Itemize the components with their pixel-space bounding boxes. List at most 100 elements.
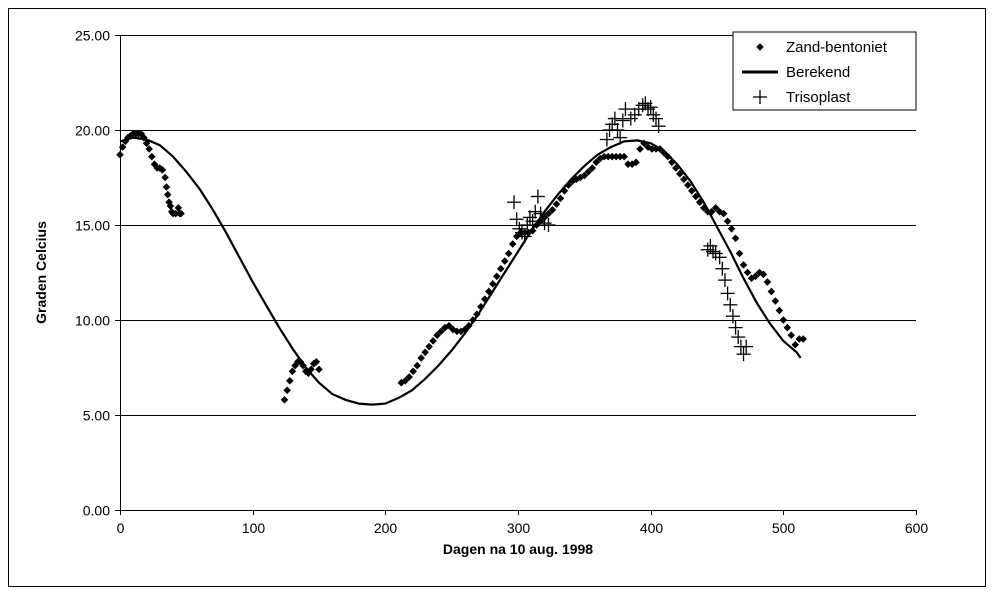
y-tick-label: 15.00 (75, 218, 110, 234)
data-point (280, 396, 289, 404)
data-point (433, 331, 441, 339)
legend-item: Zand-bentoniet (756, 39, 888, 56)
data-point (401, 377, 409, 385)
data-point (779, 316, 788, 324)
data-point (288, 367, 297, 376)
data-point (632, 158, 640, 167)
data-point (174, 204, 183, 212)
data-point (727, 225, 736, 233)
data-point (767, 287, 776, 296)
data-point (735, 249, 744, 258)
data-point (739, 339, 754, 354)
data-point (720, 286, 735, 301)
legend-item: Berekend (742, 64, 850, 81)
data-point (158, 166, 167, 174)
data-point (584, 168, 593, 176)
x-tick-label: 0 (117, 520, 125, 536)
x-axis-title: Dagen na 10 aug. 1998 (443, 541, 593, 557)
data-point (508, 240, 517, 248)
data-point (648, 111, 663, 126)
data-point (500, 257, 509, 265)
data-point (163, 190, 172, 199)
data-point (530, 189, 545, 204)
data-series (116, 96, 807, 406)
data-point (651, 119, 666, 134)
data-point (489, 280, 497, 288)
data-point (708, 246, 723, 261)
y-tick-label: 25.00 (75, 28, 110, 44)
data-point (618, 102, 633, 117)
legend-label: Trisoplast (786, 89, 851, 106)
x-tick-label: 500 (772, 520, 796, 536)
data-point (283, 386, 291, 395)
y-tick-label: 0.00 (83, 503, 110, 519)
data-point (533, 206, 548, 221)
x-tick-label: 300 (507, 520, 531, 536)
x-tick-label: 100 (242, 520, 266, 536)
data-point (791, 340, 800, 349)
legend-item: Trisoplast (753, 89, 851, 106)
series-trisoplast (507, 96, 754, 362)
y-axis-title: Graden Celcius (33, 221, 49, 324)
legend-marker-icon (756, 43, 764, 51)
data-point (610, 123, 625, 137)
data-point (759, 270, 768, 279)
data-point (644, 143, 652, 151)
data-point (425, 342, 433, 351)
data-point (751, 272, 760, 281)
data-point (312, 358, 321, 366)
data-point (599, 132, 614, 147)
data-point (725, 309, 740, 324)
data-point (541, 218, 556, 232)
data-point (731, 234, 740, 243)
data-point (646, 107, 661, 122)
data-point (736, 347, 751, 362)
data-point (676, 169, 684, 178)
series-line (119, 136, 802, 406)
data-point (537, 216, 552, 231)
data-point (556, 194, 565, 203)
data-point (643, 100, 658, 115)
legend: Zand-bentoniet Berekend Trisoplast (732, 31, 917, 111)
data-point (723, 297, 738, 312)
data-point (548, 206, 557, 214)
x-tick-label: 400 (640, 520, 664, 536)
data-point (731, 330, 746, 345)
data-point (715, 261, 730, 276)
data-point (623, 111, 638, 126)
data-point (512, 221, 527, 236)
data-point (161, 173, 169, 182)
data-point (719, 209, 728, 218)
data-point (507, 195, 522, 210)
data-point (739, 261, 748, 269)
data-point (692, 192, 700, 201)
data-point (775, 306, 784, 315)
data-point (580, 171, 589, 180)
data-point (799, 335, 807, 343)
data-point (684, 181, 692, 189)
y-tick-label: 20.00 (75, 123, 110, 139)
data-point (723, 217, 732, 225)
data-point (588, 164, 597, 172)
data-point (607, 111, 622, 126)
data-point (445, 321, 453, 330)
data-point (493, 272, 501, 281)
data-point (429, 337, 437, 345)
data-point (315, 365, 323, 374)
tick-labels: 0.00 5.00 10.00 15.00 20.00 25.00 0 100 200 300 40… (75, 28, 928, 537)
data-point (405, 373, 413, 381)
data-point (413, 361, 421, 370)
axes (115, 35, 917, 515)
data-point (755, 268, 764, 277)
data-point (636, 145, 644, 153)
data-point (145, 145, 153, 153)
data-point (680, 175, 688, 184)
x-tick-label: 200 (374, 520, 398, 536)
data-point (706, 244, 721, 259)
data-point (592, 158, 601, 167)
data-point (116, 150, 124, 159)
data-point (615, 113, 630, 128)
data-point (514, 225, 529, 240)
data-point (712, 250, 727, 265)
